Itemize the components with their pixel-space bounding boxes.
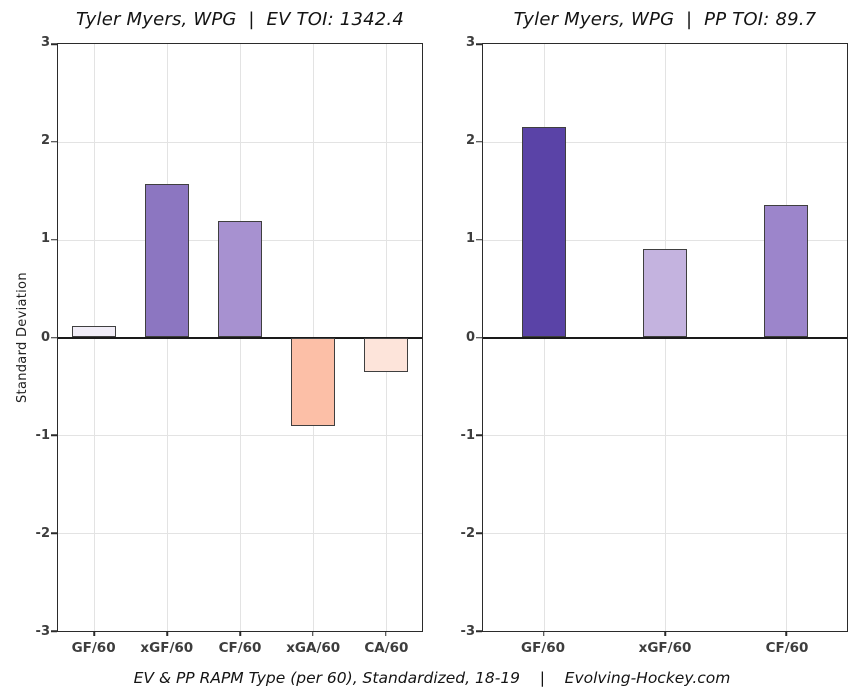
x-axis-label: CF/60 xyxy=(218,640,262,656)
y-tick-mark xyxy=(51,336,57,339)
x-tick-mark xyxy=(384,631,387,636)
y-tick-label: 3 xyxy=(465,35,475,50)
y-tick-label: -1 xyxy=(460,427,475,443)
bar-xga-60 xyxy=(290,337,335,426)
y-tick-label: 1 xyxy=(465,231,475,247)
y-tick-mark xyxy=(51,141,57,143)
chart-title: Tyler Myers, WPG | PP TOI: 89.7 xyxy=(513,9,817,30)
y-tick-label: 0 xyxy=(40,329,50,345)
y-tick-mark xyxy=(476,238,482,241)
x-tick-mark xyxy=(664,631,666,636)
y-tick-mark xyxy=(476,336,482,339)
plot-area xyxy=(476,43,848,636)
x-tick-mark xyxy=(239,631,241,636)
bar-gf-60 xyxy=(72,325,117,338)
x-axis-label: xGF/60 xyxy=(638,640,692,656)
y-tick-label: 3 xyxy=(40,35,50,50)
y-tick-mark xyxy=(476,532,482,534)
x-axis-labels: GF/60 xGF/60 CF/60 xyxy=(482,640,848,660)
x-tick-mark xyxy=(542,631,545,636)
y-tick-label: 2 xyxy=(465,133,475,149)
y-tick-mark xyxy=(476,434,482,437)
bar-cf-60 xyxy=(218,221,262,338)
bar-xgf-60 xyxy=(643,249,687,338)
y-tick-mark xyxy=(51,630,57,632)
x-axis-label: xGF/60 xyxy=(140,640,194,656)
bar-gf-60 xyxy=(521,127,566,338)
plot-area xyxy=(51,43,423,636)
y-tick-mark xyxy=(51,434,57,437)
x-axis-labels: GF/60 xGF/60 CF/60 xGA/60 CA/60 xyxy=(57,640,423,660)
y-tick-label: -3 xyxy=(35,624,50,639)
y-tick-mark xyxy=(51,532,57,534)
x-axis-label: xGA/60 xyxy=(286,640,341,656)
x-tick-mark xyxy=(785,631,788,636)
y-tick-label: -2 xyxy=(460,525,475,541)
y-axis-tick-labels: 3 2 1 0 -1 -2 -3 xyxy=(26,36,50,639)
x-axis-label: CA/60 xyxy=(364,640,409,656)
y-axis-tick-labels: 3 2 1 0 -1 -2 -3 xyxy=(451,36,475,639)
y-tick-mark xyxy=(476,630,482,632)
chart-ev-rapm: Tyler Myers, WPG | EV TOI: 1342.4 Standa… xyxy=(15,0,423,699)
zero-line xyxy=(483,336,847,339)
zero-line xyxy=(58,336,422,339)
figure-caption: EV & PP RAPM Type (per 60), Standardized… xyxy=(133,669,731,687)
x-axis-label: GF/60 xyxy=(71,640,116,656)
bar-ca-60 xyxy=(363,337,408,372)
x-axis-label: GF/60 xyxy=(520,640,566,656)
y-tick-mark xyxy=(476,43,482,45)
bar-cf-60 xyxy=(764,205,809,338)
y-tick-label: 1 xyxy=(40,231,50,247)
y-tick-mark xyxy=(51,238,57,241)
y-tick-label: -2 xyxy=(35,525,50,541)
chart-title: Tyler Myers, WPG | EV TOI: 1342.4 xyxy=(76,9,404,30)
chart-pp-rapm: Tyler Myers, WPG | PP TOI: 89.7 3 2 1 0 -1 -2… xyxy=(461,0,848,699)
y-tick-mark xyxy=(476,141,482,143)
x-tick-mark xyxy=(312,631,314,636)
y-tick-mark xyxy=(51,43,57,45)
y-tick-label: -1 xyxy=(35,427,50,443)
x-axis-label: CF/60 xyxy=(765,640,809,656)
bar-xgf-60 xyxy=(145,183,190,338)
x-tick-mark xyxy=(166,631,168,636)
y-tick-label: 0 xyxy=(465,329,475,345)
y-tick-label: -3 xyxy=(460,624,475,639)
x-tick-mark xyxy=(93,631,96,636)
y-tick-label: 2 xyxy=(40,133,50,149)
